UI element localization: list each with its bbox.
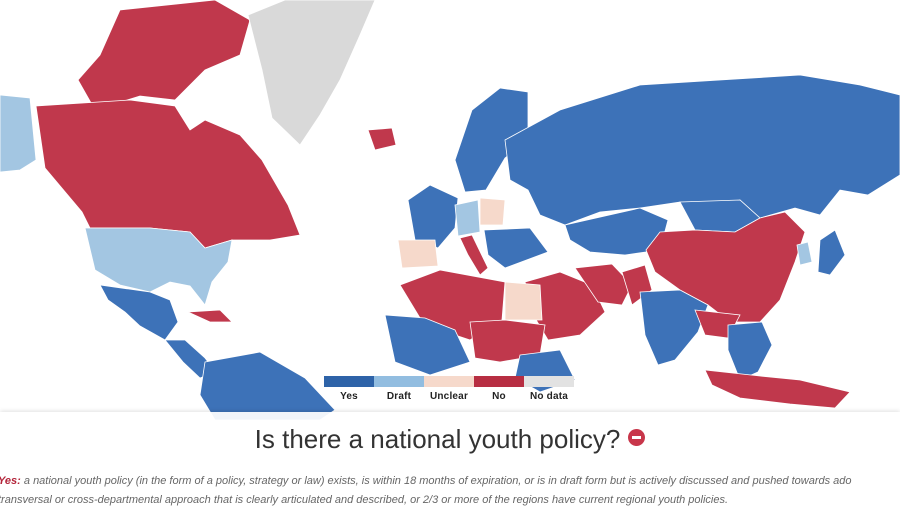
- definition-text: Yes: a national youth policy (in the for…: [0, 472, 900, 510]
- country-arctic-islands: [77, 0, 251, 111]
- country-korea: [796, 241, 813, 266]
- chart-title: Is there a national youth policy?: [254, 424, 621, 454]
- country-usa: [84, 227, 233, 306]
- legend-swatch: [424, 376, 474, 387]
- legend-label: No data: [529, 391, 569, 402]
- country-canada: [35, 99, 301, 249]
- country-iceland: [367, 127, 397, 151]
- definition-line-2: transversal or cross-departmental approa…: [0, 494, 729, 506]
- country-central-europe: [454, 199, 481, 237]
- country-india: [639, 289, 709, 366]
- legend-swatch: [474, 376, 524, 387]
- collapse-toggle-icon[interactable]: [628, 429, 646, 446]
- country-balkans: [483, 227, 549, 269]
- chart-title-block: Is there a national youth policy?: [0, 424, 900, 455]
- map-legend: Yes Draft Unclear No No data: [324, 376, 574, 402]
- country-iran: [574, 263, 633, 306]
- legend-item: No data: [524, 376, 574, 402]
- country-cuba: [187, 309, 233, 323]
- legend-label: Yes: [340, 391, 358, 402]
- country-russia: [504, 74, 900, 226]
- legend-label: No: [492, 391, 506, 402]
- country-west-africa: [384, 314, 471, 376]
- legend-label: Unclear: [429, 391, 469, 402]
- country-greenland: [247, 0, 376, 146]
- legend-item: Draft: [374, 376, 424, 402]
- info-panel: [0, 412, 900, 514]
- country-middle-east: [524, 271, 606, 341]
- definition-term: Yes:: [0, 475, 21, 487]
- legend-label: Draft: [386, 391, 412, 402]
- country-egypt: [504, 281, 543, 321]
- country-italy: [459, 234, 489, 276]
- world-map[interactable]: [0, 0, 900, 420]
- country-kazakhstan: [564, 207, 669, 256]
- legend-item: Yes: [324, 376, 374, 402]
- legend-swatch: [324, 376, 374, 387]
- country-china: [645, 211, 806, 323]
- country-poland: [479, 197, 506, 226]
- legend-item: No: [474, 376, 524, 402]
- legend-swatch: [524, 376, 574, 387]
- legend-item: Unclear: [424, 376, 474, 402]
- country-indonesia: [704, 369, 851, 409]
- country-indochina: [727, 321, 773, 381]
- country-japan: [817, 229, 846, 276]
- legend-swatch: [374, 376, 424, 387]
- definition-line-1-text: a national youth policy (in the form of …: [23, 475, 852, 487]
- definition-line-1: Yes: a national youth policy (in the for…: [0, 472, 900, 491]
- country-spain: [397, 239, 439, 269]
- country-alaska: [0, 94, 37, 173]
